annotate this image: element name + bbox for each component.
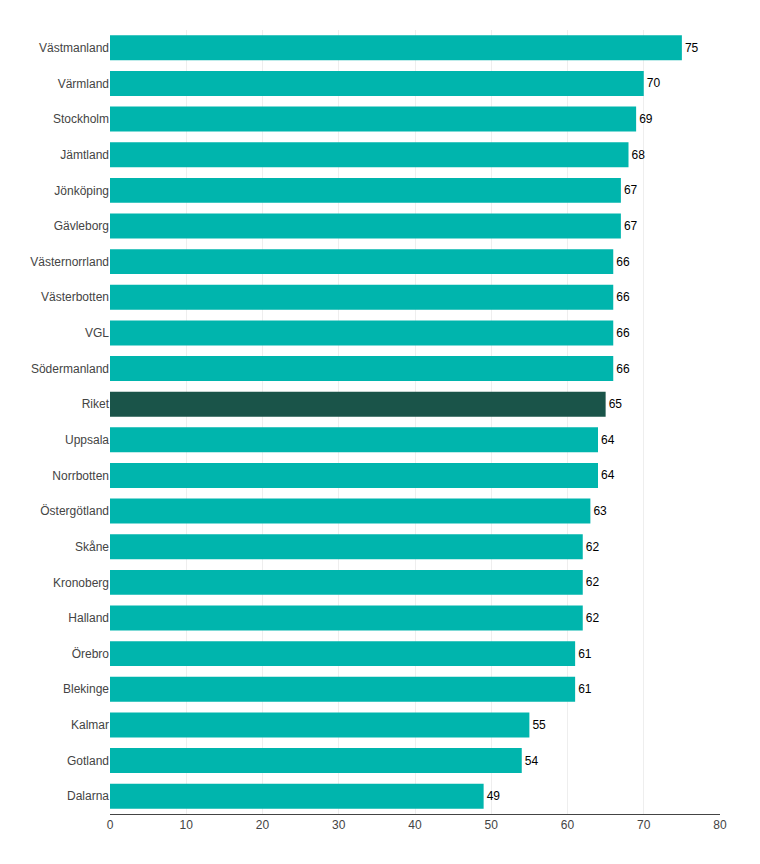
svg-text:Jönköping: Jönköping	[54, 184, 109, 198]
svg-text:Uppsala: Uppsala	[65, 433, 109, 447]
svg-text:Norrbotten: Norrbotten	[52, 469, 109, 483]
svg-text:0: 0	[107, 818, 114, 832]
svg-text:Västmanland: Västmanland	[39, 41, 109, 55]
svg-text:63: 63	[593, 504, 607, 518]
svg-text:Blekinge: Blekinge	[63, 682, 109, 696]
svg-text:Värmland: Värmland	[58, 77, 109, 91]
svg-text:66: 66	[616, 290, 630, 304]
svg-text:62: 62	[586, 540, 600, 554]
svg-text:64: 64	[601, 468, 615, 482]
svg-text:Södermanland: Södermanland	[31, 362, 109, 376]
svg-text:70: 70	[637, 818, 651, 832]
svg-text:64: 64	[601, 433, 615, 447]
svg-text:Stockholm: Stockholm	[53, 112, 109, 126]
svg-text:Riket: Riket	[82, 397, 110, 411]
svg-text:80: 80	[713, 818, 727, 832]
svg-text:Gävleborg: Gävleborg	[54, 219, 109, 233]
svg-text:Halland: Halland	[68, 611, 109, 625]
svg-text:Östergötland: Östergötland	[40, 504, 109, 518]
svg-text:10: 10	[180, 818, 194, 832]
svg-text:67: 67	[624, 219, 638, 233]
svg-text:54: 54	[525, 754, 539, 768]
svg-text:VGL: VGL	[85, 326, 109, 340]
svg-text:Dalarna: Dalarna	[67, 789, 109, 803]
svg-text:20: 20	[256, 818, 270, 832]
svg-text:69: 69	[639, 112, 653, 126]
svg-text:68: 68	[632, 148, 646, 162]
svg-text:Kronoberg: Kronoberg	[53, 576, 109, 590]
svg-text:67: 67	[624, 183, 638, 197]
svg-text:50: 50	[485, 818, 499, 832]
svg-text:30: 30	[332, 818, 346, 832]
svg-text:Jämtland: Jämtland	[60, 148, 109, 162]
svg-text:70: 70	[647, 76, 661, 90]
svg-text:61: 61	[578, 682, 592, 696]
svg-text:40: 40	[408, 818, 422, 832]
svg-text:Gotland: Gotland	[67, 754, 109, 768]
svg-text:Kalmar: Kalmar	[71, 718, 109, 732]
svg-text:55: 55	[532, 718, 546, 732]
svg-text:75: 75	[685, 41, 699, 55]
svg-text:66: 66	[616, 362, 630, 376]
svg-text:61: 61	[578, 647, 592, 661]
svg-text:49: 49	[487, 789, 501, 803]
svg-text:Skåne: Skåne	[75, 540, 109, 554]
svg-text:60: 60	[561, 818, 575, 832]
svg-text:62: 62	[586, 575, 600, 589]
svg-text:66: 66	[616, 326, 630, 340]
svg-text:66: 66	[616, 255, 630, 269]
svg-text:Västerbotten: Västerbotten	[41, 290, 109, 304]
svg-text:Örebro: Örebro	[72, 647, 110, 661]
svg-text:62: 62	[586, 611, 600, 625]
svg-text:65: 65	[609, 397, 623, 411]
svg-text:Västernorrland: Västernorrland	[30, 255, 109, 269]
